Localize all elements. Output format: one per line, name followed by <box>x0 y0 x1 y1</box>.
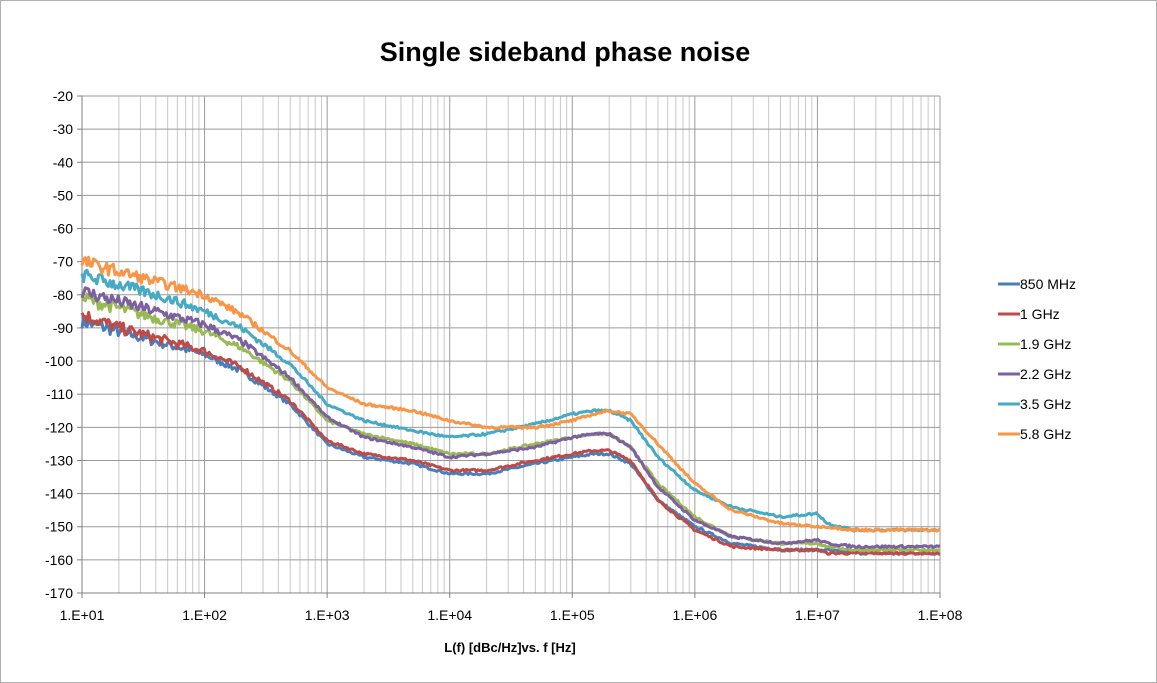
series-line-1-ghz <box>80 310 941 556</box>
x-tick-label: 1.E+01 <box>60 607 105 623</box>
x-tick-label: 1.E+05 <box>550 607 595 623</box>
y-tick-label: -160 <box>45 552 73 568</box>
series-line-2-2-ghz <box>80 286 941 550</box>
y-tick-label: -100 <box>45 353 73 369</box>
y-tick-label: -120 <box>45 419 73 435</box>
legend-label: 5.8 GHz <box>1020 426 1071 442</box>
grid-layer <box>81 95 941 594</box>
y-tick-label: -30 <box>53 121 73 137</box>
y-tick-label: -70 <box>53 254 73 270</box>
x-tick-label: 1.E+02 <box>182 607 227 623</box>
legend: 850 MHz 1 GHz 1.9 GHz 2.2 GHz 3.5 GHz 5.8 GHz <box>998 276 1076 442</box>
x-tick-label: 1.E+07 <box>795 607 840 623</box>
y-tick-label: -150 <box>45 519 73 535</box>
x-tick-label: 1.E+03 <box>305 607 350 623</box>
series-line-5-8-ghz <box>80 255 941 533</box>
series-line-3-5-ghz <box>80 268 941 533</box>
y-tick-label: -90 <box>53 320 73 336</box>
legend-label: 2.2 GHz <box>1020 366 1071 382</box>
series-line-850-mhz <box>80 314 941 556</box>
y-tick-label: -20 <box>53 88 73 104</box>
y-tick-label: -130 <box>45 452 73 468</box>
y-tick-label: -110 <box>46 386 73 402</box>
legend-label: 1 GHz <box>1020 306 1060 322</box>
y-tick-label: -80 <box>53 287 73 303</box>
x-tick-label: 1.E+06 <box>672 607 717 623</box>
chart-title: Single sideband phase noise <box>380 37 751 67</box>
legend-label: 1.9 GHz <box>1020 336 1071 352</box>
y-tick-label: -170 <box>45 585 73 601</box>
legend-label: 3.5 GHz <box>1020 396 1071 412</box>
x-tick-label: 1.E+04 <box>427 607 472 623</box>
y-tick-label: -140 <box>45 486 73 502</box>
y-tick-label: -60 <box>53 221 73 237</box>
x-axis-title: L(f) [dBc/Hz]vs. f [Hz] <box>444 640 575 655</box>
axis-layer: -20 -30 -40 -50 -60 -70 -80 -90 -100 -110 -120 -130… <box>45 88 963 623</box>
x-tick-label: 1.E+08 <box>918 607 963 623</box>
y-tick-label: -40 <box>53 154 73 170</box>
series-layer <box>80 255 941 556</box>
series-line-1-9-ghz <box>80 292 941 553</box>
y-tick-label: -50 <box>53 187 73 203</box>
legend-label: 850 MHz <box>1020 276 1076 292</box>
